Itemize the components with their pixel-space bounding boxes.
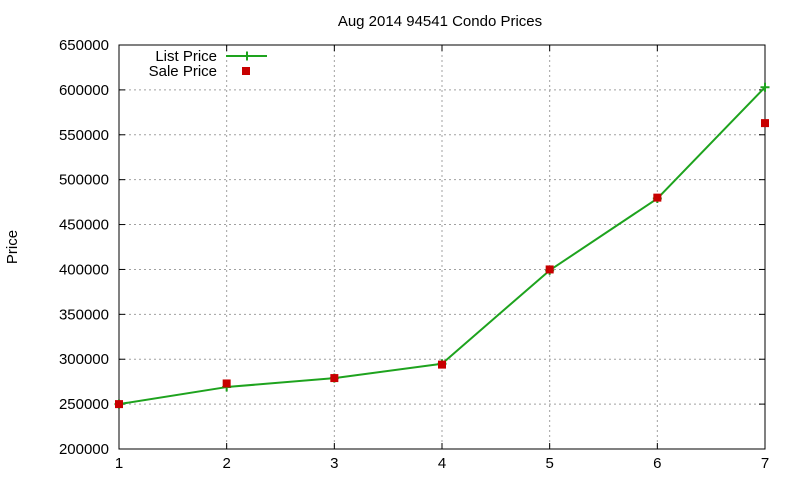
legend: List Price Sale Price	[149, 48, 267, 80]
legend-label-list-price: List Price	[155, 48, 217, 65]
y-tick-label: 500000	[59, 172, 109, 189]
x-tick-label: 2	[222, 455, 230, 472]
legend-marker-sale-price	[242, 67, 250, 75]
chart-title: Aug 2014 94541 Condo Prices	[338, 13, 542, 30]
data-point-sale-price	[545, 265, 554, 274]
axes: 200000 250000 300000 350000 400000 450000 5000…	[59, 37, 769, 472]
x-tick-label: 6	[653, 455, 661, 472]
y-tick-label: 300000	[59, 351, 109, 368]
data-point-sale-price	[438, 360, 446, 369]
x-tick-label: 1	[115, 455, 123, 472]
x-tick-label: 7	[761, 455, 769, 472]
y-tick-label: 450000	[59, 217, 109, 234]
y-tick-label: 550000	[59, 127, 109, 144]
series-layer	[114, 82, 770, 409]
legend-label-sale-price: Sale Price	[149, 63, 217, 80]
y-tick-label: 200000	[59, 441, 109, 458]
y-tick-label: 350000	[59, 306, 109, 323]
y-tick-label: 650000	[59, 37, 109, 54]
x-tick-label: 3	[330, 455, 338, 472]
data-point-sale-price	[653, 193, 662, 202]
plot-frame	[118, 44, 766, 450]
data-point-sale-price	[330, 374, 339, 383]
data-point-list-price	[760, 82, 770, 92]
legend-plus-list-price	[242, 51, 252, 61]
x-tick-label: 4	[438, 455, 446, 472]
x-tick-label: 5	[545, 455, 553, 472]
data-point-sale-price	[761, 119, 769, 128]
data-point-sale-price	[115, 400, 123, 409]
data-point-sale-price	[222, 379, 231, 388]
y-tick-label: 250000	[59, 396, 109, 413]
y-axis-label: Price	[4, 230, 21, 264]
y-tick-label: 400000	[59, 261, 109, 278]
y-tick-label: 600000	[59, 82, 109, 99]
